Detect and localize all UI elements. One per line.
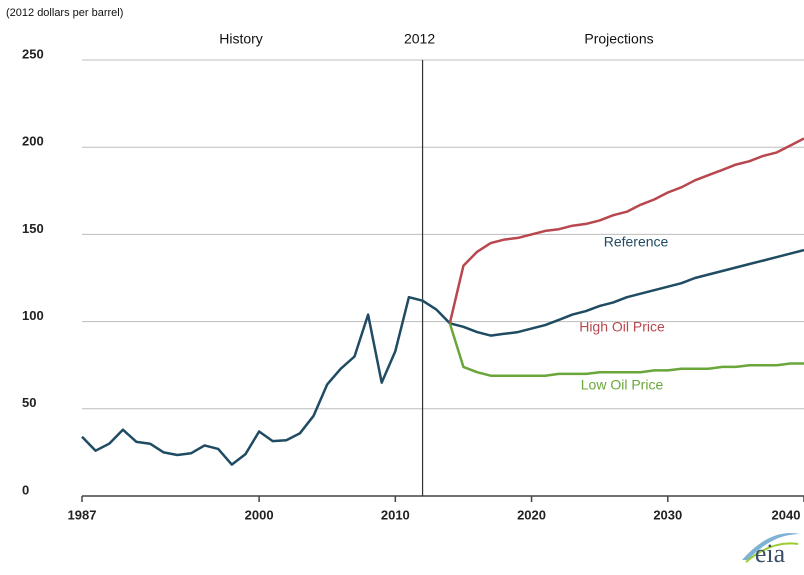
x-tick-label: 1987 <box>68 507 97 522</box>
logo-swoosh-green <box>745 542 799 563</box>
series-label: High Oil Price <box>579 319 665 335</box>
series-line <box>448 137 804 324</box>
y-tick-label: 200 <box>22 134 44 149</box>
y-tick-label: 0 <box>22 482 29 497</box>
y-tick-label: 250 <box>22 46 44 61</box>
x-tick-label: 2000 <box>245 507 274 522</box>
y-tick-label: 50 <box>22 395 36 410</box>
x-tick-label: 2010 <box>381 507 410 522</box>
series-line <box>448 322 804 377</box>
y-tick-label: 150 <box>22 221 44 236</box>
x-tick-label: 2020 <box>517 507 546 522</box>
divider-label: 2012 <box>404 31 435 47</box>
y-tick-label: 100 <box>22 308 44 323</box>
series-label: Low Oil Price <box>581 377 664 393</box>
x-tick-label: 2040 <box>772 507 801 522</box>
series-label: Reference <box>604 234 669 250</box>
history-annotation: History <box>219 31 263 47</box>
x-tick-label: 2030 <box>653 507 682 522</box>
series-line <box>81 295 451 466</box>
logo: eia <box>755 539 786 568</box>
projections-annotation: Projections <box>584 31 653 47</box>
y-axis-label: (2012 dollars per barrel) <box>6 7 123 19</box>
series-line <box>449 248 804 337</box>
logo-swoosh <box>742 533 800 560</box>
